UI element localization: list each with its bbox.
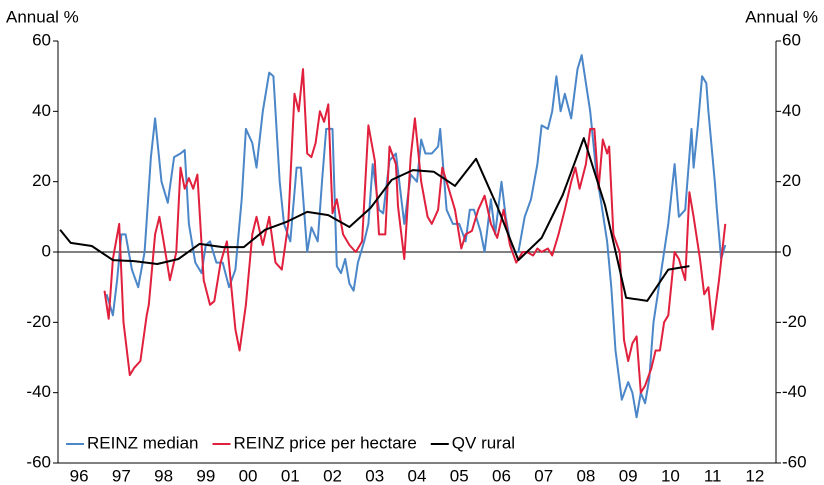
x-tick-label: 08 (576, 466, 595, 485)
y-tick-label: 20 (32, 171, 51, 190)
legend-label: REINZ median (87, 433, 198, 452)
line-series (59, 137, 690, 302)
x-tick-label: 07 (534, 466, 553, 485)
y2-tick-label: 40 (782, 101, 801, 120)
x-tick-label: 05 (450, 466, 469, 485)
y-axis-label: Annual % (6, 7, 79, 26)
y-tick-label: 60 (32, 30, 51, 49)
line-series (103, 68, 727, 394)
x-tick-label: 11 (704, 466, 722, 485)
y2-axis-label: Annual % (745, 7, 818, 26)
x-tick-label: 97 (112, 466, 131, 485)
x-tick-label: 01 (281, 466, 300, 485)
x-tick-label: 03 (365, 466, 384, 485)
x-tick-label: 10 (661, 466, 680, 485)
x-tick-label: 98 (154, 466, 173, 485)
y-tick-label: 40 (32, 101, 51, 120)
y2-tick-label: -60 (782, 452, 807, 471)
x-tick-label: 02 (323, 466, 342, 485)
y2-tick-label: -40 (782, 382, 807, 401)
x-tick-label: 00 (239, 466, 258, 485)
y-tick-label: 0 (42, 241, 51, 260)
x-tick-label: 09 (619, 466, 638, 485)
legend-label: QV rural (452, 433, 515, 452)
x-tick-label: 96 (70, 466, 89, 485)
line-series (105, 54, 727, 419)
y2-tick-label: 0 (782, 241, 791, 260)
y2-tick-label: 60 (782, 30, 801, 49)
y2-tick-label: -20 (782, 312, 807, 331)
legend-label: REINZ price per hectare (233, 433, 416, 452)
x-tick-label: 12 (745, 466, 764, 485)
x-tick-label: 06 (492, 466, 511, 485)
y2-tick-label: 20 (782, 171, 801, 190)
x-tick-label: 99 (196, 466, 215, 485)
x-tick-label: 04 (408, 466, 427, 485)
y-tick-label: -40 (26, 382, 51, 401)
y-tick-label: -60 (26, 452, 51, 471)
y-tick-label: -20 (26, 312, 51, 331)
